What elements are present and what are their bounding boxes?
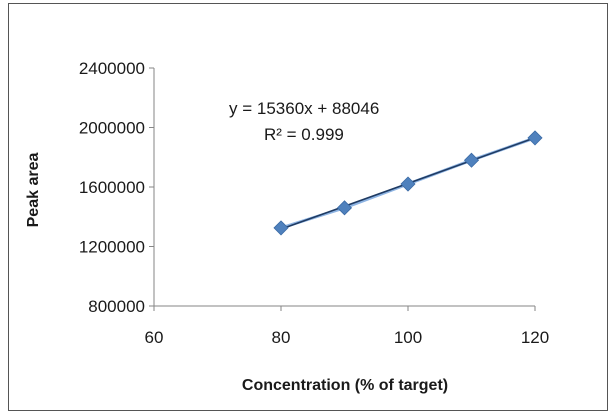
y-tick-label: 800000 — [88, 297, 145, 316]
trendline-equation: y = 15360x + 88046 — [229, 99, 379, 118]
data-point-marker — [527, 130, 543, 146]
scatter-chart: 800000 1200000 1600000 2000000 2400000 60 80 10… — [25, 59, 549, 394]
y-axis-title: Peak area — [25, 153, 42, 228]
x-tick-label: 100 — [394, 328, 422, 347]
x-tick-label: 60 — [145, 328, 164, 347]
x-tick-label: 120 — [521, 328, 549, 347]
y-tick-label: 2400000 — [79, 59, 145, 78]
data-point-marker — [336, 200, 353, 216]
y-tick-label: 2000000 — [79, 119, 145, 138]
data-point-marker — [273, 220, 289, 236]
data-point-marker — [463, 152, 480, 168]
y-tick-label: 1200000 — [79, 238, 145, 257]
x-axis-title: Concentration (% of target) — [242, 377, 448, 394]
x-tick-label: 80 — [272, 328, 291, 347]
data-points — [273, 130, 543, 236]
axes — [149, 67, 536, 311]
chart-frame: 800000 1200000 1600000 2000000 2400000 60 80 10… — [8, 3, 608, 411]
r-squared-label: R² = 0.999 — [264, 125, 344, 144]
y-tick-label: 1600000 — [79, 178, 145, 197]
data-point-marker — [400, 176, 416, 192]
tick-labels: 800000 1200000 1600000 2000000 2400000 60 80 10… — [79, 59, 549, 347]
